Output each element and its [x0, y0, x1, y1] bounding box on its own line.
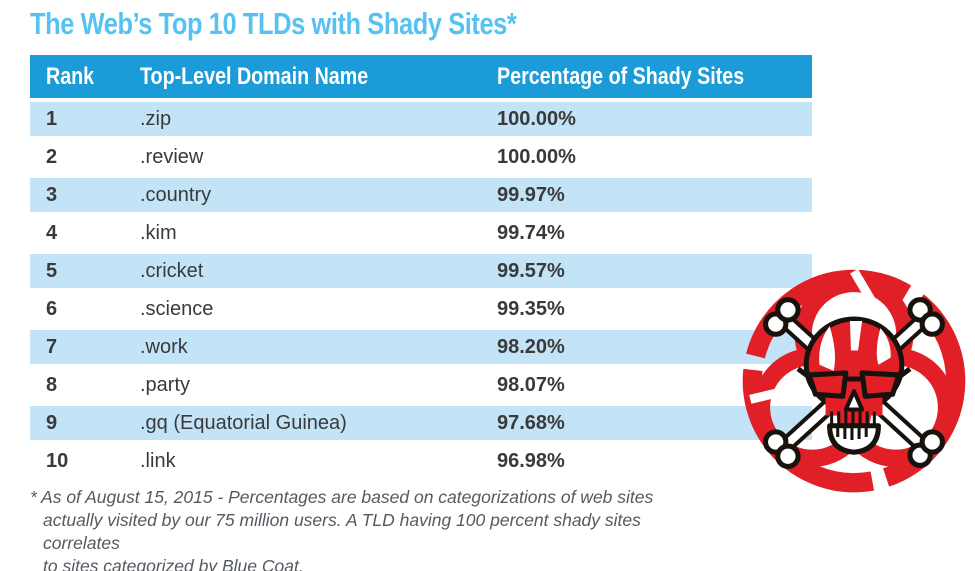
footnote: * As of August 15, 2015 - Percentages ar…	[30, 486, 710, 571]
table-row: 5 .cricket 99.57%	[30, 252, 812, 290]
table-header-row: Rank Top-Level Domain Name Percentage of…	[30, 55, 812, 100]
footnote-text-1: As of August 15, 2015 - Percentages are …	[41, 487, 654, 507]
percentage-cell: 98.07%	[497, 373, 565, 396]
percentage-cell: 99.35%	[497, 297, 565, 320]
domain-cell: .cricket	[140, 259, 204, 282]
table-row: 1 .zip 100.00%	[30, 100, 812, 138]
domain-cell: .zip	[140, 107, 172, 130]
footnote-marker: *	[30, 487, 37, 507]
domain-cell: .work	[140, 335, 188, 358]
rank-cell: 6	[46, 297, 58, 320]
domain-cell: .review	[140, 145, 204, 168]
table-row: 7 .work 98.20%	[30, 328, 812, 366]
rank-cell: 4	[46, 221, 58, 244]
domain-cell: .gq (Equatorial Guinea)	[140, 411, 347, 434]
table-row: 3 .country 99.97%	[30, 176, 812, 214]
percentage-cell: 97.68%	[497, 411, 565, 434]
column-header-domain: Top-Level Domain Name	[140, 62, 369, 90]
table-row: 4 .kim 99.74%	[30, 214, 812, 252]
percentage-cell: 99.97%	[497, 183, 565, 206]
table-row: 9 .gq (Equatorial Guinea) 97.68%	[30, 404, 812, 442]
skull-crossbones-biohazard-graphic	[742, 268, 966, 493]
percentage-cell: 98.20%	[497, 335, 565, 358]
footnote-line-2: actually visited by our 75 million users…	[43, 510, 641, 553]
percentage-cell: 99.74%	[497, 221, 565, 244]
rank-cell: 7	[46, 335, 58, 358]
table-row: 2 .review 100.00%	[30, 138, 812, 176]
table-row: 6 .science 99.35%	[30, 290, 812, 328]
table-row: 8 .party 98.07%	[30, 366, 812, 404]
shady-tlds-table: Rank Top-Level Domain Name Percentage of…	[30, 55, 812, 480]
rank-cell: 3	[46, 183, 58, 206]
percentage-cell: 100.00%	[497, 145, 576, 168]
rank-cell: 5	[46, 259, 58, 282]
domain-cell: .kim	[140, 221, 177, 244]
percentage-cell: 100.00%	[497, 107, 576, 130]
rank-cell: 9	[46, 411, 58, 434]
page-title: The Web’s Top 10 TLDs with Shady Sites*	[30, 6, 623, 42]
percentage-cell: 96.98%	[497, 449, 565, 472]
footnote-line-3: to sites categorized by Blue Coat.	[43, 556, 304, 571]
rank-cell: 10	[46, 449, 69, 472]
domain-cell: .science	[140, 297, 214, 320]
page-title-text: The Web’s Top 10 TLDs with Shady Sites*	[30, 6, 517, 41]
rank-cell: 2	[46, 145, 58, 168]
footnote-line-1: * As of August 15, 2015 - Percentages ar…	[30, 486, 710, 509]
percentage-cell: 99.57%	[497, 259, 565, 282]
rank-cell: 1	[46, 107, 58, 130]
domain-cell: .party	[140, 373, 191, 396]
column-header-percentage: Percentage of Shady Sites	[497, 62, 745, 90]
table-row: 10 .link 96.98%	[30, 442, 812, 480]
table-body: 1 .zip 100.00% 2 .review 100.00% 3 .coun…	[30, 100, 812, 480]
rank-cell: 8	[46, 373, 58, 396]
domain-cell: .link	[140, 449, 176, 472]
column-header-rank: Rank	[46, 62, 95, 90]
domain-cell: .country	[140, 183, 212, 206]
